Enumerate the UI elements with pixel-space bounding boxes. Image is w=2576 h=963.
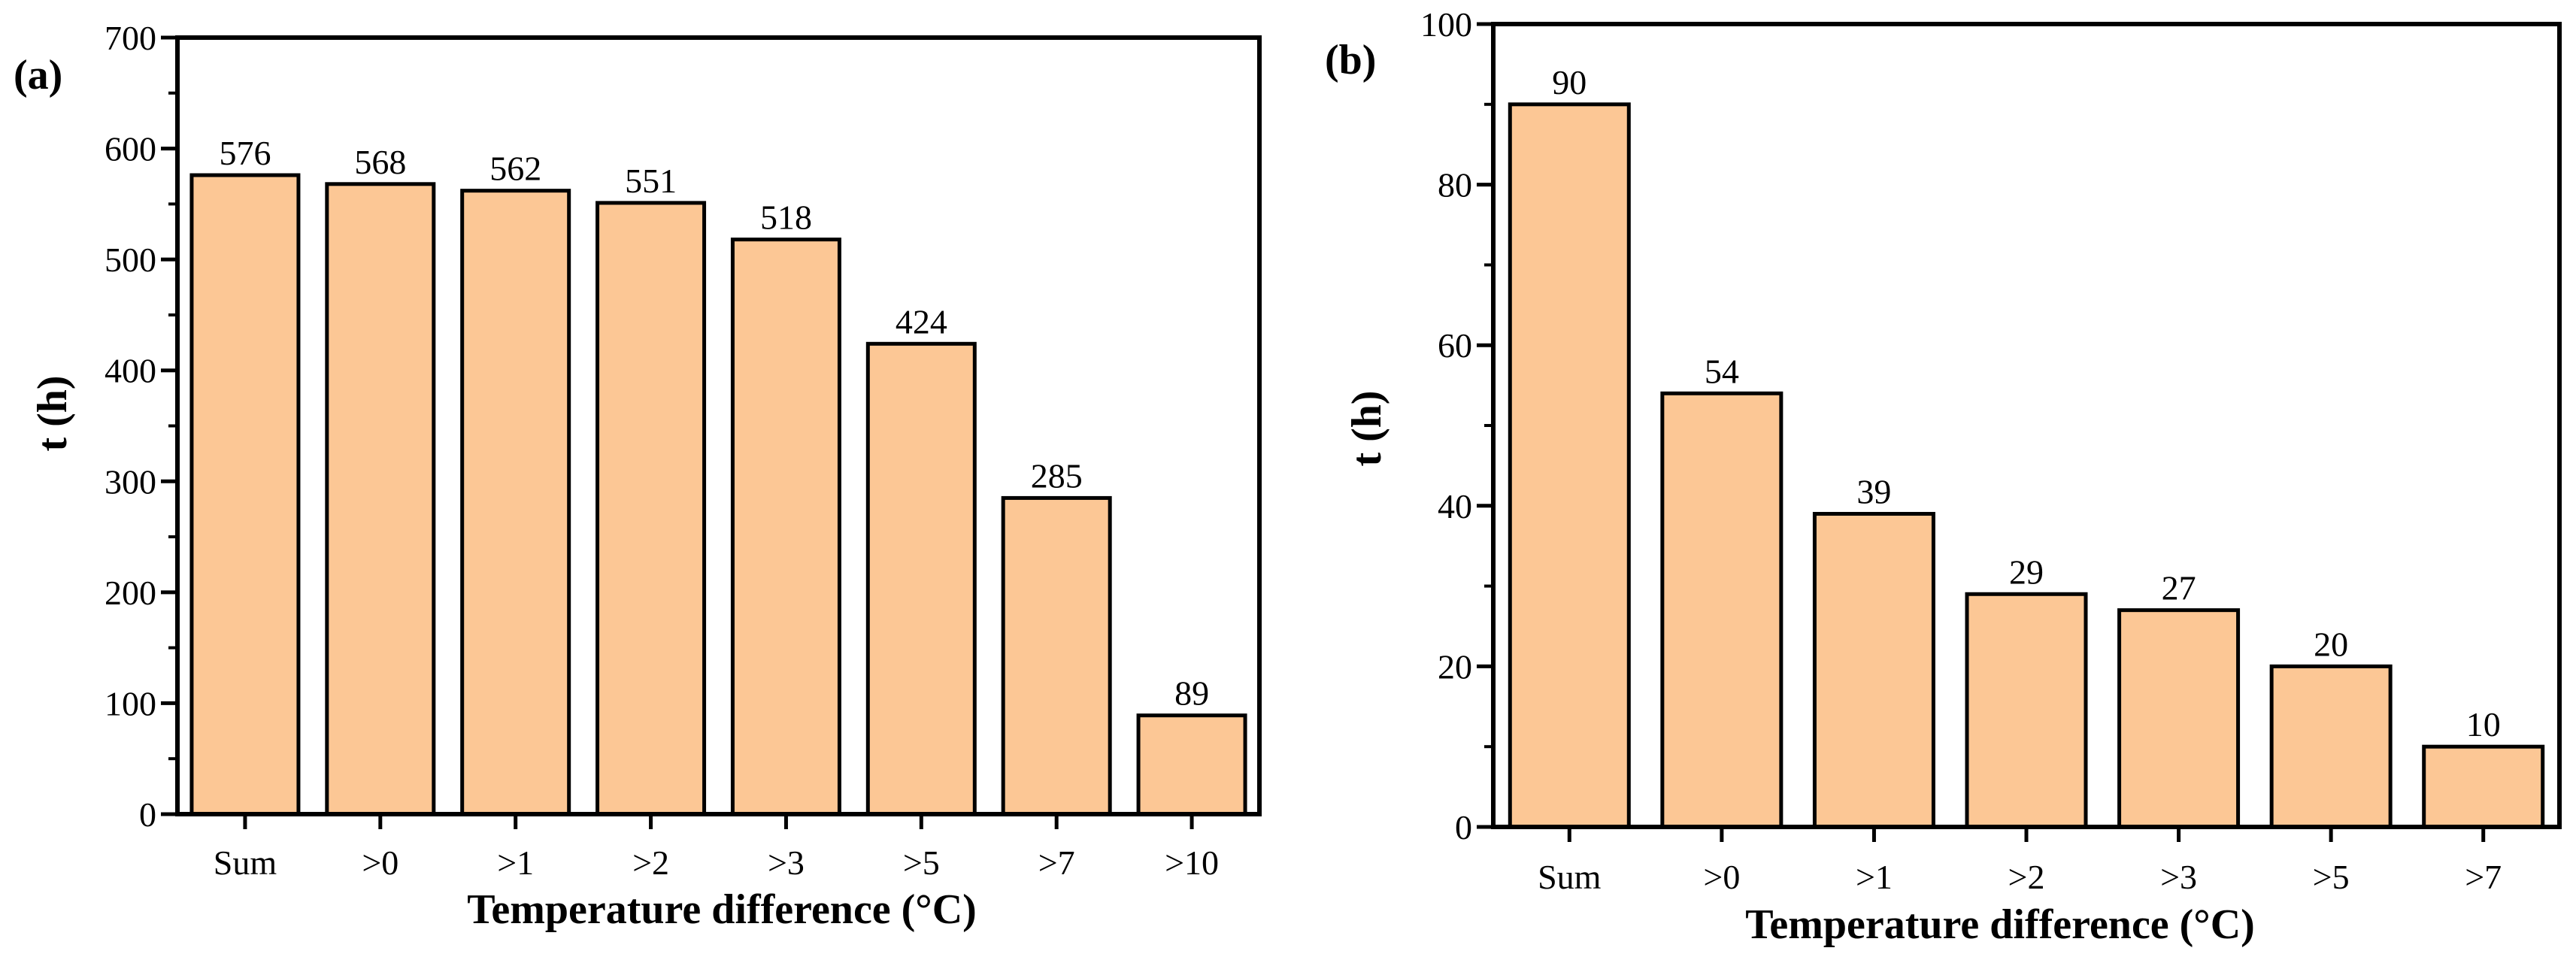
bar [325, 182, 436, 816]
bar [2422, 744, 2545, 829]
x-category-label: >7 [2465, 858, 2502, 896]
x-category-label: >0 [362, 843, 399, 882]
bar [596, 201, 707, 816]
bar [1001, 495, 1112, 816]
bar-value-label: 562 [489, 150, 541, 188]
bar-value-label: 54 [1705, 352, 1739, 390]
x-category-label: >2 [2008, 858, 2045, 896]
panel-a-plot-frame [175, 35, 1262, 816]
bar-value-label: 568 [354, 143, 406, 181]
x-category-label: >7 [1038, 843, 1075, 882]
x-category-label: Sum [214, 843, 277, 882]
bar-value-label: 576 [219, 134, 271, 172]
bar [1812, 511, 1935, 829]
x-category-label: >10 [1165, 843, 1219, 882]
panel-a-x-axis-title: Temperature difference (°C) [467, 886, 977, 933]
panel-b-label: (b) [1325, 37, 1376, 83]
y-tick-label: 40 [1438, 487, 1472, 525]
panel-b-bars [1508, 102, 2545, 829]
x-category-label: >3 [768, 843, 805, 882]
y-tick-label: 700 [105, 19, 156, 57]
x-category-label: >0 [1703, 858, 1740, 896]
bar-value-label: 89 [1174, 674, 1209, 713]
y-tick-label: 100 [1420, 5, 1472, 44]
chart-panel-b: (b) t (h) Temperature difference (°C) 0 2… [1325, 5, 2562, 948]
bar [1965, 592, 2088, 829]
bar-value-label: 27 [2162, 569, 2196, 607]
y-tick-label: 20 [1438, 647, 1472, 686]
x-category-label: >5 [2313, 858, 2350, 896]
bar-value-label: 20 [2314, 625, 2348, 663]
y-tick-label: 400 [105, 352, 156, 390]
panel-a-bars [189, 173, 1247, 816]
y-tick-label: 500 [105, 241, 156, 279]
panel-a-labels: Sum 576 >0 568 >1 562 >2 551 >3 518 >5 424 >7 285 >10 8… [214, 134, 1219, 882]
y-tick-label: 0 [139, 795, 156, 834]
x-category-label: >1 [497, 843, 534, 882]
bar [730, 238, 841, 816]
y-tick-label: 600 [105, 130, 156, 168]
y-tick-label: 100 [105, 684, 156, 722]
x-category-label: Sum [1538, 858, 1602, 896]
chart-panel-a: (a) t (h) Temperature difference (°C) 0 1… [14, 19, 1262, 933]
bar-value-label: 551 [625, 162, 677, 200]
x-category-label: >5 [903, 843, 940, 882]
bar [2269, 664, 2393, 829]
y-tick-label: 0 [1455, 808, 1472, 846]
panel-b-x-axis-title: Temperature difference (°C) [1745, 901, 2255, 948]
bar-value-label: 424 [896, 302, 947, 341]
bar [460, 189, 571, 816]
bar [865, 341, 977, 816]
panel-a-ticks: 0 100 200 300 400 500 600 700 [105, 19, 1194, 834]
panel-a-y-axis-title: t (h) [29, 375, 76, 451]
x-category-label: >1 [1856, 858, 1893, 896]
panel-b-ticks: 0 20 40 60 80 100 [1420, 5, 2486, 846]
bar-value-label: 518 [760, 198, 812, 237]
y-tick-label: 60 [1438, 326, 1472, 365]
panel-b-labels: Sum 90 >0 54 >1 39 >2 29 >3 27 >5 20 >7 10 [1538, 63, 2502, 896]
bar [1508, 102, 1631, 829]
x-category-label: >2 [632, 843, 669, 882]
bar-value-label: 29 [2009, 553, 2044, 591]
bar [2117, 608, 2241, 829]
bar [1660, 391, 1784, 829]
bar-value-label: 285 [1031, 456, 1083, 495]
y-tick-label: 80 [1438, 166, 1472, 204]
bar-value-label: 39 [1856, 472, 1891, 510]
x-category-label: >3 [2160, 858, 2197, 896]
panel-a-label: (a) [14, 52, 62, 98]
bar [189, 173, 301, 816]
bar-value-label: 90 [1552, 63, 1587, 101]
bar [1136, 713, 1247, 816]
y-tick-label: 200 [105, 574, 156, 612]
panel-b-y-axis-title: t (h) [1344, 390, 1390, 466]
panel-b-plot-frame [1491, 22, 2562, 829]
y-tick-label: 300 [105, 462, 156, 501]
bar-value-label: 10 [2466, 705, 2501, 743]
